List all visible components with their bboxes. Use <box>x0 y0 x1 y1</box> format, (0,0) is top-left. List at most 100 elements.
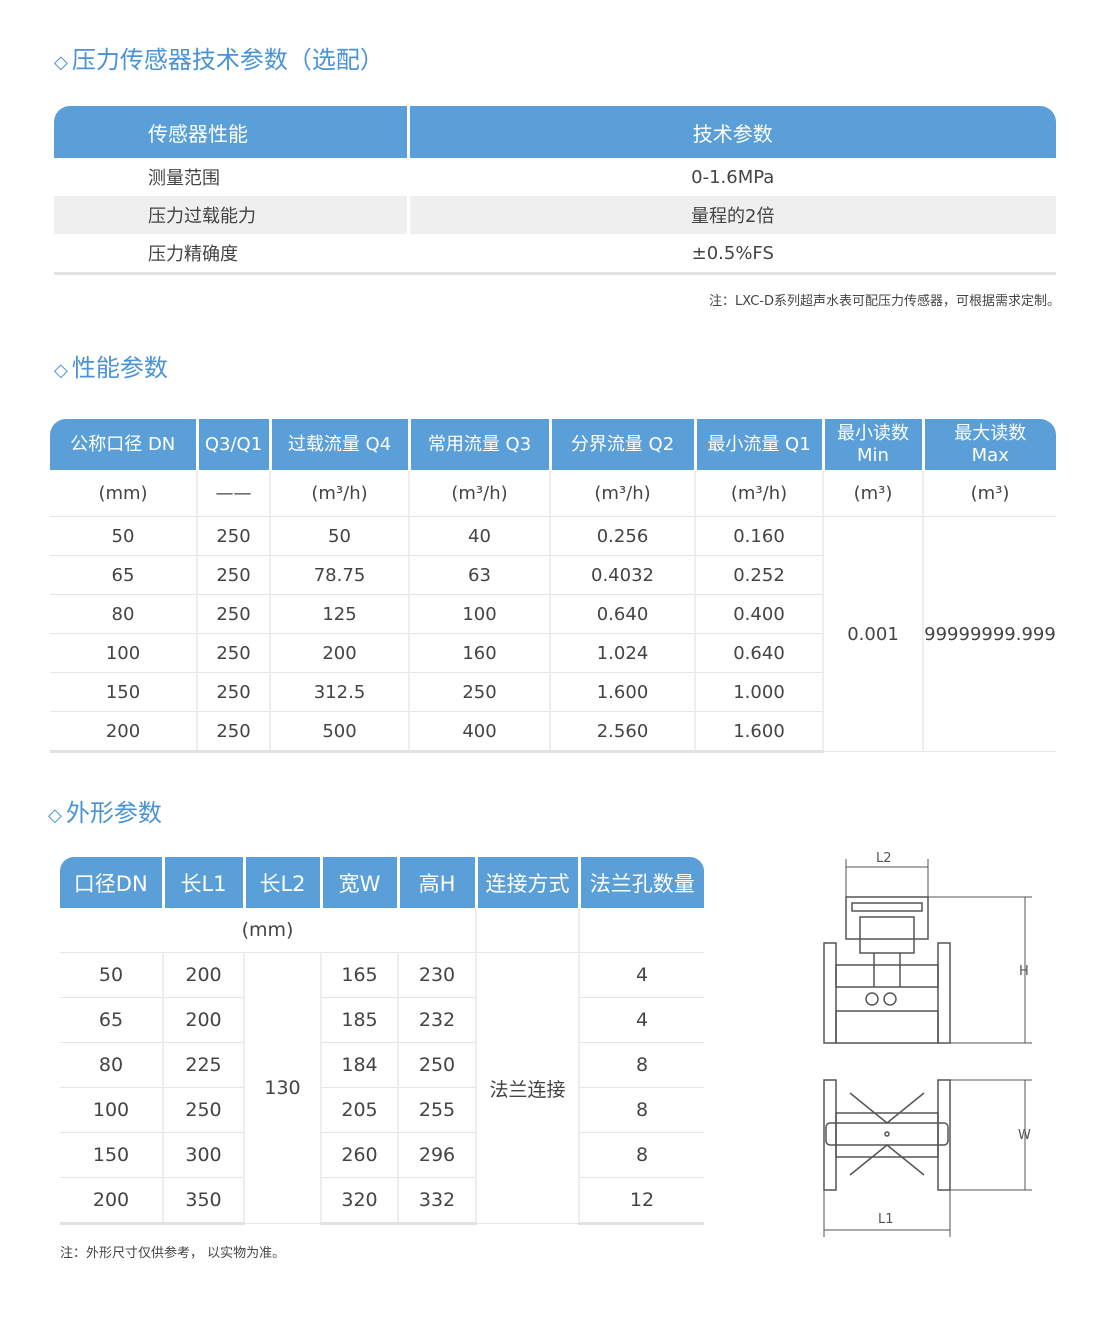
units-row: (mm) —— (m³/h) (m³/h) (m³/h) (m³/h) (m³) (m³) <box>50 470 1056 517</box>
header-cell: 口径DN <box>60 857 163 908</box>
header-cell: 法兰孔数量 <box>577 857 704 908</box>
table-cell: 232 <box>397 997 476 1043</box>
table-row: 50 200 130 165 230 法兰连接 4 <box>60 952 704 1224</box>
section-title-dimensions: ◇ 外形参数 <box>48 799 162 827</box>
table-cell: 2.560 <box>549 711 695 753</box>
table-cell: 0.640 <box>549 594 695 634</box>
table-cell: 78.75 <box>269 555 409 595</box>
unit-cell: (mm) <box>50 470 197 517</box>
table-cell: 165 <box>320 952 398 998</box>
table-cell: 4 <box>578 952 704 998</box>
table-row: 150 250 312.5 250 1.600 1.000 <box>50 672 1056 712</box>
label-l2: L2 <box>876 851 892 866</box>
table-cell: 80 <box>60 1042 163 1088</box>
header-cell: 长L1 <box>161 857 244 908</box>
header-cell: 连接方式 <box>474 857 579 908</box>
table-cell: 250 <box>196 633 270 673</box>
table-cell: 测量范围 <box>148 168 220 189</box>
header-cell: 高H <box>396 857 476 908</box>
l2-cell: 130 <box>243 952 321 1224</box>
header-cell: Q3/Q1 <box>195 419 270 470</box>
table-row: 65 200 185 232 4 <box>60 997 704 1043</box>
connection-cell: 法兰连接 <box>475 952 579 1224</box>
table-cell: 65 <box>60 997 163 1043</box>
table-cell: 255 <box>397 1087 476 1133</box>
header-cell: 最小流量 Q1 <box>693 419 823 470</box>
unit-cell: (m³) <box>922 470 1056 517</box>
table-row: 80 250 125 100 0.640 0.400 <box>50 594 1056 634</box>
table-cell: 200 <box>162 952 244 998</box>
table-row: 200 250 500 400 2.560 1.600 <box>50 711 1056 753</box>
min-reading-cell: 0.001 <box>822 516 923 752</box>
table-cell: 1.024 <box>549 633 695 673</box>
table-cell: 1.000 <box>694 672 823 712</box>
table-row: 100 250 200 160 1.024 0.640 <box>50 633 1056 673</box>
table-cell: 50 <box>50 516 197 556</box>
table-cell: 50 <box>269 516 409 556</box>
table-cell: 150 <box>60 1132 163 1178</box>
meter-dimension-drawing: L2 H W L1 <box>823 851 1032 1237</box>
table-cell: 4 <box>578 997 704 1043</box>
table-row: 压力过载能力 量程的2倍 <box>54 196 1056 234</box>
dimensions-table: 口径DN 长L1 长L2 宽W 高H 连接方式 法兰孔数量 (mm) 50 200 130 165 2… <box>60 857 704 1225</box>
table-cell: 80 <box>50 594 197 634</box>
table-cell: 250 <box>408 672 550 712</box>
performance-table: 公称口径 DN Q3/Q1 过载流量 Q4 常用流量 Q3 分界流量 Q2 最小流量 Q1… <box>50 419 1056 753</box>
table-cell: 296 <box>397 1132 476 1178</box>
table-cell: 200 <box>162 997 244 1043</box>
unit-cell: (m³/h) <box>549 470 695 517</box>
table-cell: 100 <box>60 1087 163 1133</box>
table-cell: 205 <box>320 1087 398 1133</box>
table-cell: 225 <box>162 1042 244 1088</box>
table-cell: 250 <box>196 594 270 634</box>
table-cell: 0-1.6MPa <box>406 158 1056 196</box>
table-cell: 250 <box>196 711 270 753</box>
table-cell: 185 <box>320 997 398 1043</box>
section-title-sensor: ◇ 压力传感器技术参数（选配） <box>54 46 384 74</box>
header-cell: 技术参数 <box>406 106 1056 158</box>
header-cell: 传感器性能 <box>54 106 408 158</box>
table-cell: 312.5 <box>269 672 409 712</box>
table-cell: 0.400 <box>694 594 823 634</box>
table-cell: 0.256 <box>549 516 695 556</box>
table-row: 100 250 205 255 8 <box>60 1087 704 1133</box>
table-cell: 250 <box>196 672 270 712</box>
unit-cell: (mm) <box>60 908 476 953</box>
table-cell <box>578 908 704 953</box>
table-row: 200 350 320 332 12 <box>60 1177 704 1225</box>
table-cell: 1.600 <box>549 672 695 712</box>
header-cell: 最大读数 Max <box>921 419 1056 470</box>
table-cell: 量程的2倍 <box>406 196 1056 234</box>
top-view <box>823 1079 951 1191</box>
table-cell: 0.640 <box>694 633 823 673</box>
table-cell: 332 <box>397 1177 476 1225</box>
table-cell: 0.160 <box>694 516 823 556</box>
table-cell: 350 <box>162 1177 244 1225</box>
table-cell: 压力过载能力 <box>54 196 408 234</box>
units-row: (mm) <box>60 908 704 953</box>
table-cell: 250 <box>162 1087 244 1133</box>
section-title-performance: ◇ 性能参数 <box>54 354 168 382</box>
header-cell: 长L2 <box>242 857 321 908</box>
table-cell: 8 <box>578 1042 704 1088</box>
table-cell: 63 <box>408 555 550 595</box>
header-cell: 分界流量 Q2 <box>548 419 695 470</box>
sensor-note: 注：LXC-D系列超声水表可配压力传感器，可根据需求定制。 <box>709 294 1060 309</box>
table-cell: 100 <box>408 594 550 634</box>
table-cell: 200 <box>269 633 409 673</box>
table-cell: 125 <box>269 594 409 634</box>
table-row: 65 250 78.75 63 0.4032 0.252 <box>50 555 1056 595</box>
table-cell: 压力精确度 <box>54 234 408 275</box>
header-cell: 最小读数 Min <box>821 419 923 470</box>
table-cell: 160 <box>408 633 550 673</box>
table-cell: 500 <box>269 711 409 753</box>
table-cell: 8 <box>578 1087 704 1133</box>
table-cell: 250 <box>196 516 270 556</box>
table-row: 压力精确度 ±0.5%FS <box>54 234 1056 275</box>
table-cell: 320 <box>320 1177 398 1225</box>
label-l1: L1 <box>878 1212 894 1227</box>
table-cell: 0.252 <box>694 555 823 595</box>
table-cell: 100 <box>50 633 197 673</box>
max-reading-cell: 99999999.999 <box>922 516 1056 752</box>
